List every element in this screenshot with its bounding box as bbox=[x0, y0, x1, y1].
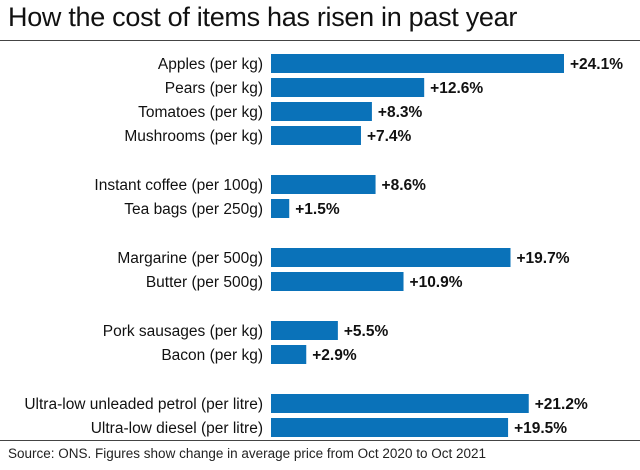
bar bbox=[271, 345, 307, 364]
bar bbox=[271, 102, 372, 121]
data-label: +1.5% bbox=[295, 201, 340, 218]
bar bbox=[271, 54, 564, 73]
data-label: +19.5% bbox=[514, 420, 567, 437]
category-label: Ultra-low unleaded petrol (per litre) bbox=[24, 396, 263, 413]
category-label: Butter (per 500g) bbox=[146, 274, 263, 291]
data-label: +19.7% bbox=[517, 250, 570, 267]
category-label: Margarine (per 500g) bbox=[117, 250, 263, 267]
category-label: Apples (per kg) bbox=[158, 56, 263, 73]
source-note: Source: ONS. Figures show change in aver… bbox=[8, 446, 486, 461]
bar bbox=[271, 199, 290, 218]
bar bbox=[271, 78, 425, 97]
data-label: +7.4% bbox=[367, 128, 412, 145]
data-label: +10.9% bbox=[410, 274, 463, 291]
chart-title: How the cost of items has risen in past … bbox=[8, 2, 518, 32]
data-label: +21.2% bbox=[535, 396, 588, 413]
data-label: +24.1% bbox=[570, 56, 623, 73]
data-label: +5.5% bbox=[344, 323, 389, 340]
bar bbox=[271, 175, 376, 194]
bar bbox=[271, 394, 529, 413]
bottom-divider bbox=[0, 440, 640, 441]
data-label: +8.3% bbox=[378, 104, 423, 121]
category-label: Ultra-low diesel (per litre) bbox=[91, 420, 263, 437]
bar-chart: Apples (per kg) Pears (per kg) Tomatoes (p… bbox=[24, 54, 623, 437]
data-label: +12.6% bbox=[430, 80, 483, 97]
category-label: Instant coffee (per 100g) bbox=[94, 177, 263, 194]
bar bbox=[271, 418, 509, 437]
category-label: Bacon (per kg) bbox=[161, 347, 263, 364]
top-divider bbox=[0, 40, 640, 41]
category-label: Pork sausages (per kg) bbox=[103, 323, 263, 340]
bar bbox=[271, 321, 338, 340]
category-label: Tea bags (per 250g) bbox=[124, 201, 263, 218]
bar bbox=[271, 248, 511, 267]
category-label: Tomatoes (per kg) bbox=[138, 104, 263, 121]
bar bbox=[271, 126, 361, 145]
category-label: Mushrooms (per kg) bbox=[124, 128, 263, 145]
data-label: +8.6% bbox=[382, 177, 427, 194]
category-label: Pears (per kg) bbox=[165, 80, 263, 97]
data-label: +2.9% bbox=[312, 347, 357, 364]
bar bbox=[271, 272, 404, 291]
